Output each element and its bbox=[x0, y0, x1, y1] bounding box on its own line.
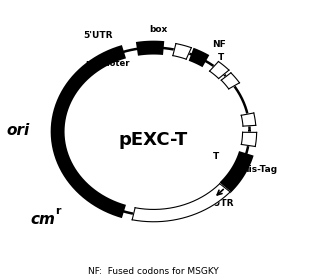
Text: box: box bbox=[149, 25, 168, 34]
Text: 5'UTR: 5'UTR bbox=[83, 31, 112, 39]
Text: 3'UTR: 3'UTR bbox=[204, 199, 234, 208]
Polygon shape bbox=[241, 113, 256, 126]
Text: NF: NF bbox=[212, 40, 226, 49]
Polygon shape bbox=[241, 132, 257, 146]
Text: NF:  Fused codons for MSGKY: NF: Fused codons for MSGKY bbox=[88, 267, 219, 276]
Polygon shape bbox=[210, 62, 229, 78]
Polygon shape bbox=[221, 73, 239, 89]
Text: T: T bbox=[213, 152, 220, 161]
Text: promoter: promoter bbox=[85, 59, 130, 67]
Text: r: r bbox=[55, 206, 61, 216]
Text: His-Tag: His-Tag bbox=[242, 165, 278, 174]
Polygon shape bbox=[173, 44, 191, 59]
Text: pEXC-T: pEXC-T bbox=[119, 131, 188, 149]
Text: cm: cm bbox=[31, 212, 56, 227]
Polygon shape bbox=[132, 184, 230, 222]
Text: ori: ori bbox=[6, 123, 29, 138]
Text: T: T bbox=[218, 53, 225, 62]
